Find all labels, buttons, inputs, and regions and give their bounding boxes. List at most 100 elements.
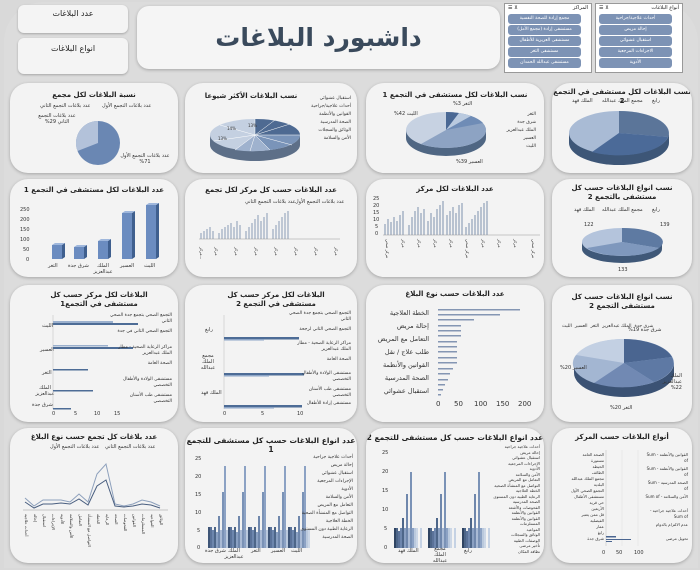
chart-hospital-share-c1[interactable]: نسب البلاغات لكل مستشفى في التجمع 1 اللي… [366,83,544,173]
slicer-item[interactable]: الأدوية [599,58,672,68]
y-tick: 5 [384,526,388,532]
slicer-item[interactable]: مستشفى العزيزية للأطفال [508,36,581,46]
data-label: الثغر 3% [453,101,473,107]
chart-center-hospital-c2[interactable]: البلاغات لكل مركز حسب كل مستشفى في التجم… [185,285,357,422]
center-label: عمار [596,524,604,529]
grouped-bar-chart [394,472,490,548]
legend-item: الثغر [527,112,536,117]
centers-slicer[interactable]: المراكز ⊻ ☰ مجمع إرادة للصحة النفسية مستش… [504,3,592,73]
legend-item: أحداث علاجية جراحية [504,444,540,449]
svg-text:التعامل: التعامل [78,514,83,526]
slicer-item[interactable]: مستشفى الثغر [508,47,581,57]
x-tick: 10 [94,411,101,417]
data-label: عدد بلاغات التجمع الأول 71% [120,153,170,165]
y-label: الصحة المدرسية [384,374,429,382]
y-label: طلب علاج / نقل [384,348,429,356]
svg-text:مركز: مركز [449,238,454,247]
x-tick: العسير [271,548,286,554]
center-label: الحيطة [592,464,604,469]
chart-title: أنواع البلاغات حسب المركز [575,433,669,441]
svg-text:الأدوية: الأدوية [60,514,65,524]
legend-item: الوثائق والسجلات [510,532,540,537]
chart-title: نسب البلاغات لكل مستشفى في التجمع 1 [382,91,528,99]
chart-types-hospital-c1[interactable]: عدد انواع البلاغات حسب كل مستشفى للتجمع … [185,428,357,563]
slicer-item[interactable]: مستشفى عبدالله الحمدان [508,58,581,68]
chart-count-hospital-c1[interactable]: عدد البلاغات لكل مستشفى في التجمع 1 250 … [10,179,178,277]
x-tick: 0 [52,411,56,417]
legend-item: الليث [526,144,536,149]
slicer-item[interactable]: استقبال عشوائي [599,36,672,46]
x-tick: الثغر [48,263,58,269]
slicer-item[interactable]: الاجراءات المرجعية [599,47,672,57]
data-label: الليث 42% [394,111,418,117]
svg-text:استقبال: استقبال [42,514,47,527]
legend-item: الصحة العامة [147,361,172,366]
chart-count-center-cluster[interactable]: عدد البلاغات حسب كل مركز لكل تجمع عدد بل… [185,179,357,277]
legend-item: التواصل مع المنشأة الصحية [301,511,353,516]
y-tick: 0 [384,545,388,551]
y-tick: 20 [382,469,389,475]
y-tick: 25 [373,196,380,202]
legend-item: استقبال عشوائي [321,471,353,476]
report-types-slicer[interactable]: أنواع البلاغات ⊻ ☰ أحداث علاجية/جراحية إح… [595,3,683,73]
x-tick: مجمع الملك عبدالله [432,546,448,563]
3d-bar-chart [52,203,159,259]
report-types-button[interactable]: انواع البلاغات [18,38,128,74]
y-tick: 100 [20,237,30,243]
y-label: الليث [42,323,53,329]
x-tick: 100 [634,550,644,556]
x-tick: 50 [616,550,623,556]
center-label: رابغ [597,530,604,535]
slicer-title: أنواع البلاغات [651,5,679,11]
legend-item: التعامل مع المريض [508,477,540,482]
svg-text:التواصل مع المنشأة: التواصل مع المنشأة [87,514,93,547]
legend-item: مستشفى إرادة للأطفال [306,401,351,406]
x-tick: 15 [114,411,121,417]
svg-text:مركز...: مركز... [199,246,204,259]
slicer-item[interactable]: مستشفى إرادة (مجمع الأمل) [508,25,581,35]
slicer-item[interactable]: إحالة مريض [599,25,672,35]
svg-text:مركز: مركز [234,246,239,255]
3d-pie-chart [582,227,663,263]
chart-title: عدد بلاغات كل تجمع حسب نوع البلاغ [30,433,158,441]
x-tick: 10 [297,411,304,417]
chart-count-per-center[interactable]: عدد البلاغات لكل مركز 25 20 15 10 5 0 مر… [366,179,544,277]
chart-type-share-c2[interactable]: نسب انواع البلاغات حسب كل مستشفى بالتجمع… [552,179,692,277]
svg-text:مركز: مركز [254,246,259,255]
slicer-item[interactable]: أحداث علاجية/جراحية [599,14,672,24]
chart-types-by-center[interactable]: أنواع البلاغات حسب المركز الصحة العامة م… [552,428,692,563]
legend-item: الإجراءات المرجعية [317,479,353,484]
chart-legend: الثغر شرق جدة الملك عبدالعزيز العسير الل… [504,111,536,151]
chart-cluster-share[interactable]: نسبة البلاغات لكل مجمع عدد بلاغات التجمع… [10,83,178,173]
y-label: إحالة مريض [396,322,429,330]
x-tick: 200 [518,400,532,408]
legend-item: مستشفى طب الأسنان التخصصي [308,387,351,398]
3d-pie-chart: 14%13%13% [210,119,300,161]
bar-chart: مركز صحي مركز مركز مركز مركز مركز صحي مركز مركز… [383,201,540,258]
slicer-item[interactable]: مجمع إرادة للصحة النفسية [508,14,581,24]
legend-item: مستشفى الولادة والأطفال التخصصي [122,377,172,388]
count-reports-button[interactable]: عدد البلاغات [18,5,128,33]
chart-types-hospital-c2[interactable]: عدد انواع البلاغات حسب كل مستشفى للتجمع … [366,428,544,563]
chart-legend: التجمع الصحي بتجمع جدة الصحي الثاني التج… [110,313,172,409]
data-label: 133 [618,267,628,273]
filter-clear-icon[interactable]: ⊻ ☰ [508,5,518,11]
chart-legend: الليث العسير الثغر الملك عبدالعزيز شرق ج… [562,323,687,331]
filter-clear-icon[interactable]: ⊻ ☰ [599,5,609,11]
legend-item: عدد بلاغات التجمع الأول [50,444,100,450]
chart-hospital-share-c2[interactable]: نسب البلاغات لكل مستشفى في التجمع 2 المل… [552,83,692,173]
y-tick: 150 [20,227,30,233]
chart-count-by-type[interactable]: عدد البلاغات حسب نوع البلاغ الخطة العلاج… [366,285,544,422]
y-tick: 0 [197,545,201,551]
svg-text:مركز: مركز [314,246,319,255]
x-tick: شرق جدة [68,263,89,269]
y-label: مجمع الملك عبدالله [200,353,216,371]
chart-type-share-hospital[interactable]: نسب انواع البلاغات حسب كل مستشفى التجمع … [552,285,692,422]
chart-common-reports[interactable]: نسب البلاغات الأكثر شيوعا 14% 13% 13% استق… [185,83,357,173]
legend-item: الأمن والسلامة [325,495,353,500]
legend-item: عدم الالتزام بالدوام [655,522,688,527]
y-tick: 15 [373,210,380,216]
chart-line-cluster-type[interactable]: عدد بلاغات كل تجمع حسب نوع البلاغ عدد بل… [10,428,178,563]
x-tick: الثغر [251,548,261,554]
chart-center-hospital-c1[interactable]: البلاغات لكل مركز حسب كل مستشفى في التجم… [10,285,178,422]
